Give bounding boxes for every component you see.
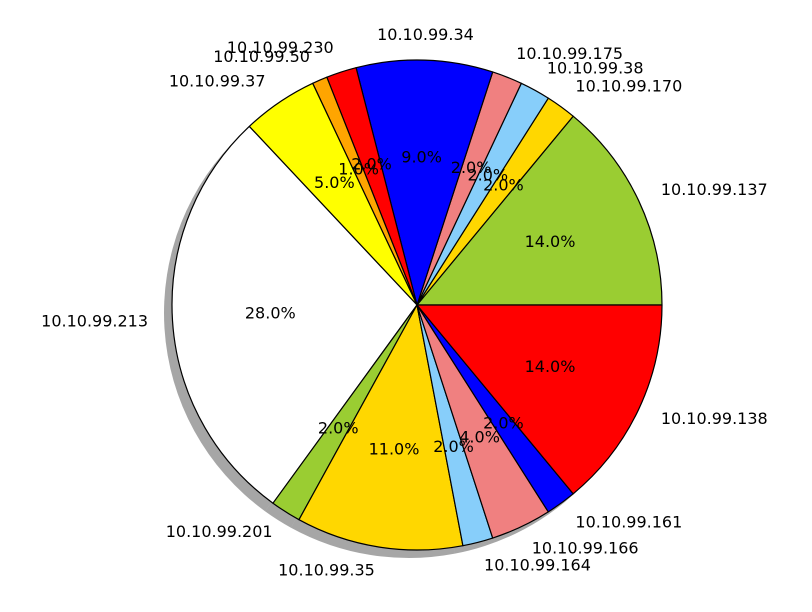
- slice-label-10-10-99-201: 10.10.99.201: [166, 522, 273, 541]
- slice-label-10-10-99-34: 10.10.99.34: [377, 25, 474, 44]
- slice-10-10-99-137: [416, 115, 663, 306]
- slice-percent-10-10-99-34: 9.0%: [401, 148, 442, 167]
- slice-percent-10-10-99-175: 2.0%: [451, 158, 492, 177]
- slice-percent-10-10-99-213: 28.0%: [245, 304, 296, 323]
- slice-percent-10-10-99-164: 2.0%: [433, 437, 474, 456]
- slice-percent-10-10-99-38: 2.0%: [467, 166, 508, 185]
- slice-label-10-10-99-175: 10.10.99.175: [516, 44, 623, 63]
- slice-label-10-10-99-137: 10.10.99.137: [661, 180, 768, 199]
- slice-percent-10-10-99-50: 1.0%: [338, 160, 379, 179]
- slice-label-10-10-99-170: 10.10.99.170: [575, 76, 682, 95]
- pie-slices: [171, 59, 663, 551]
- slice-label-10-10-99-50: 10.10.99.50: [213, 47, 310, 66]
- slice-label-10-10-99-164: 10.10.99.164: [484, 556, 591, 575]
- pie-labels: 10.10.99.13710.10.99.17010.10.99.3810.10…: [41, 25, 768, 580]
- slice-label-10-10-99-38: 10.10.99.38: [547, 58, 644, 77]
- slice-percent-10-10-99-137: 14.0%: [525, 232, 576, 251]
- slice-label-10-10-99-161: 10.10.99.161: [575, 513, 682, 532]
- slice-percent-10-10-99-201: 2.0%: [318, 419, 359, 438]
- slice-percent-10-10-99-35: 11.0%: [369, 440, 420, 459]
- slice-label-10-10-99-138: 10.10.99.138: [661, 409, 768, 428]
- pie-percent-labels: 14.0%2.0%2.0%2.0%9.0%2.0%1.0%5.0%28.0%2.…: [245, 148, 576, 459]
- slice-percent-10-10-99-37: 5.0%: [314, 173, 355, 192]
- slice-10-10-99-34: [355, 59, 494, 306]
- slice-10-10-99-138: [416, 304, 663, 495]
- slice-10-10-99-213: [171, 125, 418, 504]
- slice-percent-10-10-99-138: 14.0%: [525, 357, 576, 376]
- slice-label-10-10-99-35: 10.10.99.35: [278, 561, 375, 580]
- slice-label-10-10-99-230: 10.10.99.230: [227, 38, 334, 57]
- slice-label-10-10-99-213: 10.10.99.213: [41, 311, 148, 330]
- slice-percent-10-10-99-230: 2.0%: [351, 155, 392, 174]
- slice-percent-10-10-99-170: 2.0%: [483, 176, 524, 195]
- slice-label-10-10-99-37: 10.10.99.37: [169, 72, 266, 91]
- slice-percent-10-10-99-161: 2.0%: [483, 413, 524, 432]
- slice-percent-10-10-99-166: 4.0%: [459, 428, 500, 447]
- slice-label-10-10-99-166: 10.10.99.166: [532, 538, 639, 557]
- slice-10-10-99-35: [298, 304, 464, 551]
